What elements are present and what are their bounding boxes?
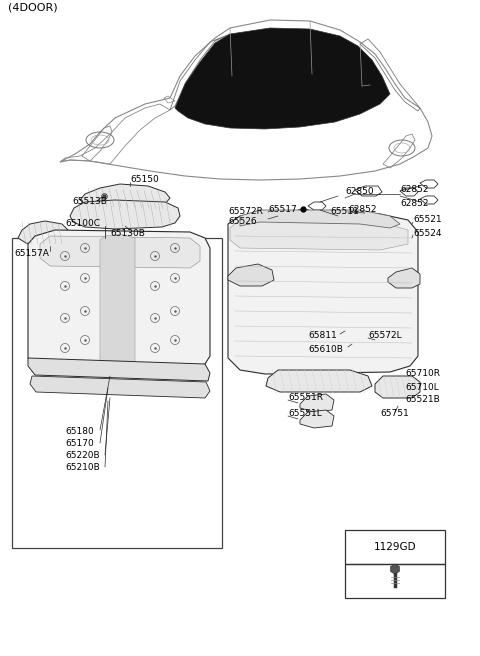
Polygon shape — [391, 564, 399, 574]
Polygon shape — [228, 264, 274, 286]
Text: 65572R: 65572R — [228, 207, 263, 216]
Polygon shape — [266, 370, 372, 392]
Text: 65100C: 65100C — [65, 220, 100, 228]
Text: 65130B: 65130B — [110, 228, 145, 237]
Bar — [12, 238, 222, 548]
Polygon shape — [80, 184, 170, 210]
Text: 65513B: 65513B — [72, 197, 107, 205]
Text: 65526: 65526 — [228, 216, 257, 226]
Polygon shape — [228, 212, 418, 374]
Text: 65517: 65517 — [268, 205, 297, 213]
Text: 65180: 65180 — [65, 426, 94, 436]
Text: 65551L: 65551L — [288, 409, 322, 419]
Polygon shape — [70, 200, 180, 229]
Polygon shape — [28, 230, 210, 372]
Text: 65511: 65511 — [330, 207, 359, 216]
Polygon shape — [18, 221, 68, 246]
Polygon shape — [300, 394, 334, 412]
Polygon shape — [30, 376, 210, 398]
Text: 65150: 65150 — [130, 176, 159, 184]
Text: (4DOOR): (4DOOR) — [8, 3, 58, 13]
Text: 62852: 62852 — [400, 199, 429, 207]
Text: 65710L: 65710L — [405, 382, 439, 392]
Text: 65572L: 65572L — [368, 331, 402, 340]
Text: 65210B: 65210B — [65, 464, 100, 472]
Text: 65551R: 65551R — [288, 394, 323, 403]
Text: 65220B: 65220B — [65, 451, 100, 461]
Text: 65710R: 65710R — [405, 369, 440, 379]
Text: 65521B: 65521B — [405, 396, 440, 405]
Polygon shape — [375, 376, 420, 398]
Text: 65157A: 65157A — [14, 249, 49, 258]
Polygon shape — [28, 358, 210, 381]
Polygon shape — [100, 234, 135, 370]
Polygon shape — [300, 410, 334, 428]
Bar — [345, 564, 445, 598]
Polygon shape — [230, 220, 408, 250]
Text: 1129GD: 1129GD — [374, 542, 416, 552]
Polygon shape — [175, 28, 390, 129]
Polygon shape — [388, 268, 420, 288]
Text: 62852: 62852 — [400, 184, 429, 194]
Text: 65811: 65811 — [308, 331, 337, 340]
Text: 65521: 65521 — [413, 216, 442, 224]
Text: 62852: 62852 — [348, 205, 376, 213]
Polygon shape — [40, 236, 200, 268]
Text: 65610B: 65610B — [308, 344, 343, 354]
Text: 65170: 65170 — [65, 440, 94, 449]
Text: 62850: 62850 — [345, 186, 373, 195]
Text: 65524: 65524 — [413, 228, 442, 237]
Polygon shape — [240, 210, 400, 228]
Bar — [345, 530, 445, 564]
Text: 65751: 65751 — [380, 409, 409, 417]
